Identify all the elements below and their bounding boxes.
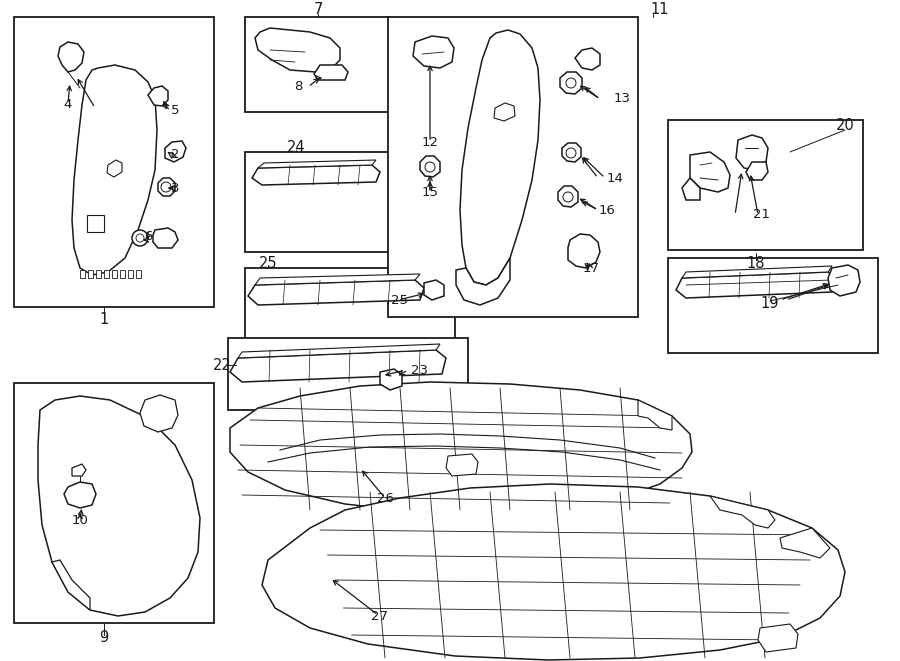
- Circle shape: [566, 148, 576, 158]
- Polygon shape: [72, 464, 86, 476]
- Polygon shape: [558, 186, 578, 207]
- Polygon shape: [682, 266, 832, 278]
- Polygon shape: [120, 270, 125, 278]
- Circle shape: [566, 78, 576, 88]
- Polygon shape: [758, 624, 798, 652]
- Polygon shape: [420, 156, 440, 177]
- Circle shape: [563, 192, 573, 202]
- Polygon shape: [230, 350, 446, 382]
- Polygon shape: [736, 135, 768, 170]
- Text: 10: 10: [72, 514, 88, 527]
- Bar: [245, 268, 455, 353]
- Polygon shape: [682, 178, 700, 200]
- Text: 14: 14: [607, 171, 624, 184]
- Bar: [245, 152, 390, 252]
- Polygon shape: [107, 160, 122, 177]
- Bar: [14, 383, 214, 623]
- Polygon shape: [710, 496, 775, 528]
- Polygon shape: [460, 30, 540, 285]
- Text: 4: 4: [64, 98, 72, 112]
- Polygon shape: [72, 65, 157, 275]
- Text: 16: 16: [598, 204, 616, 217]
- Text: 6: 6: [144, 231, 152, 243]
- Polygon shape: [38, 396, 200, 616]
- Polygon shape: [380, 369, 402, 390]
- Polygon shape: [96, 270, 101, 278]
- Text: 20: 20: [835, 118, 854, 134]
- Text: 8: 8: [293, 81, 302, 93]
- Polygon shape: [128, 270, 133, 278]
- Text: 24: 24: [287, 141, 305, 155]
- Text: 15: 15: [421, 186, 438, 198]
- Polygon shape: [258, 160, 376, 168]
- Text: 25: 25: [391, 293, 408, 307]
- Bar: [388, 17, 638, 317]
- Polygon shape: [446, 454, 478, 476]
- Polygon shape: [230, 382, 692, 514]
- Text: 23: 23: [411, 364, 428, 377]
- Polygon shape: [560, 72, 582, 94]
- Text: 1: 1: [99, 313, 109, 327]
- Polygon shape: [575, 48, 600, 70]
- Circle shape: [425, 162, 435, 172]
- Polygon shape: [80, 270, 85, 278]
- Polygon shape: [255, 28, 340, 72]
- Text: 13: 13: [614, 93, 631, 106]
- Text: 19: 19: [760, 297, 779, 311]
- Polygon shape: [568, 234, 600, 268]
- Text: 18: 18: [747, 256, 765, 270]
- Polygon shape: [828, 265, 860, 296]
- Polygon shape: [676, 272, 836, 298]
- Text: 11: 11: [651, 3, 670, 17]
- Text: 3: 3: [171, 182, 179, 194]
- Text: 2: 2: [171, 149, 179, 161]
- Polygon shape: [87, 215, 104, 232]
- Polygon shape: [52, 560, 90, 610]
- Polygon shape: [158, 178, 175, 196]
- Bar: [668, 120, 863, 250]
- Circle shape: [161, 182, 171, 192]
- Polygon shape: [88, 270, 93, 278]
- Polygon shape: [638, 400, 672, 430]
- Polygon shape: [58, 42, 84, 72]
- Text: 27: 27: [372, 609, 389, 623]
- Polygon shape: [494, 103, 515, 121]
- Text: 9: 9: [99, 631, 109, 646]
- Polygon shape: [562, 143, 581, 162]
- Text: 7: 7: [313, 3, 323, 17]
- Text: 26: 26: [376, 492, 393, 504]
- Polygon shape: [248, 280, 424, 305]
- Bar: [14, 17, 214, 307]
- Text: 22: 22: [212, 358, 231, 373]
- Bar: [228, 338, 468, 410]
- Polygon shape: [112, 270, 117, 278]
- Polygon shape: [64, 482, 96, 508]
- Polygon shape: [255, 274, 420, 285]
- Polygon shape: [413, 36, 454, 68]
- Polygon shape: [252, 165, 380, 185]
- Polygon shape: [140, 395, 178, 432]
- Text: 21: 21: [753, 208, 770, 221]
- Text: 12: 12: [421, 136, 438, 149]
- Circle shape: [136, 234, 144, 242]
- Polygon shape: [165, 141, 186, 162]
- Polygon shape: [262, 484, 845, 660]
- Polygon shape: [456, 258, 510, 305]
- Circle shape: [132, 230, 148, 246]
- Text: 17: 17: [582, 262, 599, 274]
- Polygon shape: [148, 86, 168, 106]
- Polygon shape: [104, 270, 109, 278]
- Polygon shape: [746, 162, 768, 180]
- Bar: [245, 17, 390, 112]
- Polygon shape: [690, 152, 730, 192]
- Polygon shape: [136, 270, 141, 278]
- Polygon shape: [424, 280, 444, 300]
- Polygon shape: [238, 344, 440, 358]
- Polygon shape: [153, 228, 178, 248]
- Text: 25: 25: [258, 256, 277, 270]
- Text: 5: 5: [171, 104, 179, 118]
- Polygon shape: [780, 528, 830, 558]
- Bar: [668, 258, 878, 353]
- Polygon shape: [314, 65, 348, 80]
